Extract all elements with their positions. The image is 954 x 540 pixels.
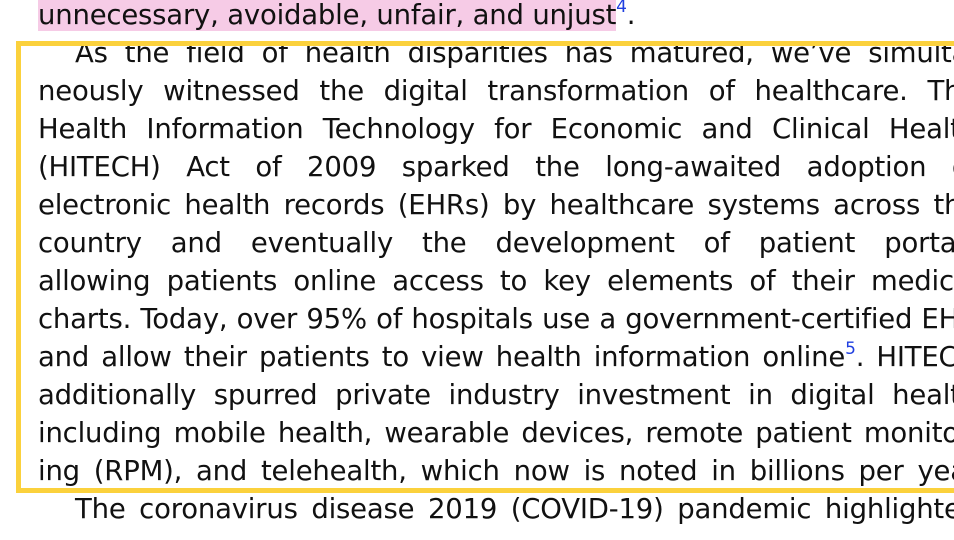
highlighted-text: unnecessary, avoidable, unfair, and unju… <box>38 0 617 31</box>
paragraph-2-line-text: and allow their patients to view health … <box>38 341 846 373</box>
paragraph-2-line: (HITECH) Act of 2009 sparked the long-aw… <box>38 151 954 183</box>
paragraph-2-line-text: . HITECH <box>855 341 954 373</box>
paragraph-2-line: neously witnessed the digital transforma… <box>38 75 954 107</box>
paragraph-2-line: As the field of health disparities has m… <box>75 37 954 69</box>
paragraph-2-line: and allow their patients to view health … <box>38 338 954 376</box>
paragraph-2-line: Health Information Technology for Econom… <box>38 113 954 145</box>
citation-4-link[interactable]: 4 <box>616 0 627 17</box>
paragraph-3-line: The coronavirus disease 2019 (COVID-19) … <box>75 493 954 525</box>
citation-5-link[interactable]: 5 <box>845 338 856 359</box>
paragraph-2-line: additionally spurred private industry in… <box>38 379 954 411</box>
paragraph-2-line: country and eventually the development o… <box>38 227 954 259</box>
paragraph-2-line: ing (RPM), and telehealth, which now is … <box>38 455 954 487</box>
paragraph-2-line: electronic health records (EHRs) by heal… <box>38 189 954 221</box>
sentence-end: . <box>626 0 636 31</box>
paragraph-2-line: charts. Today, over 95% of hospitals use… <box>38 303 954 335</box>
paragraph-2-line: including mobile health, wearable device… <box>38 417 954 449</box>
paragraph-2-line: allowing patients online access to key e… <box>38 265 954 297</box>
paragraph-1-last-line: unnecessary, avoidable, unfair, and unju… <box>38 0 636 34</box>
